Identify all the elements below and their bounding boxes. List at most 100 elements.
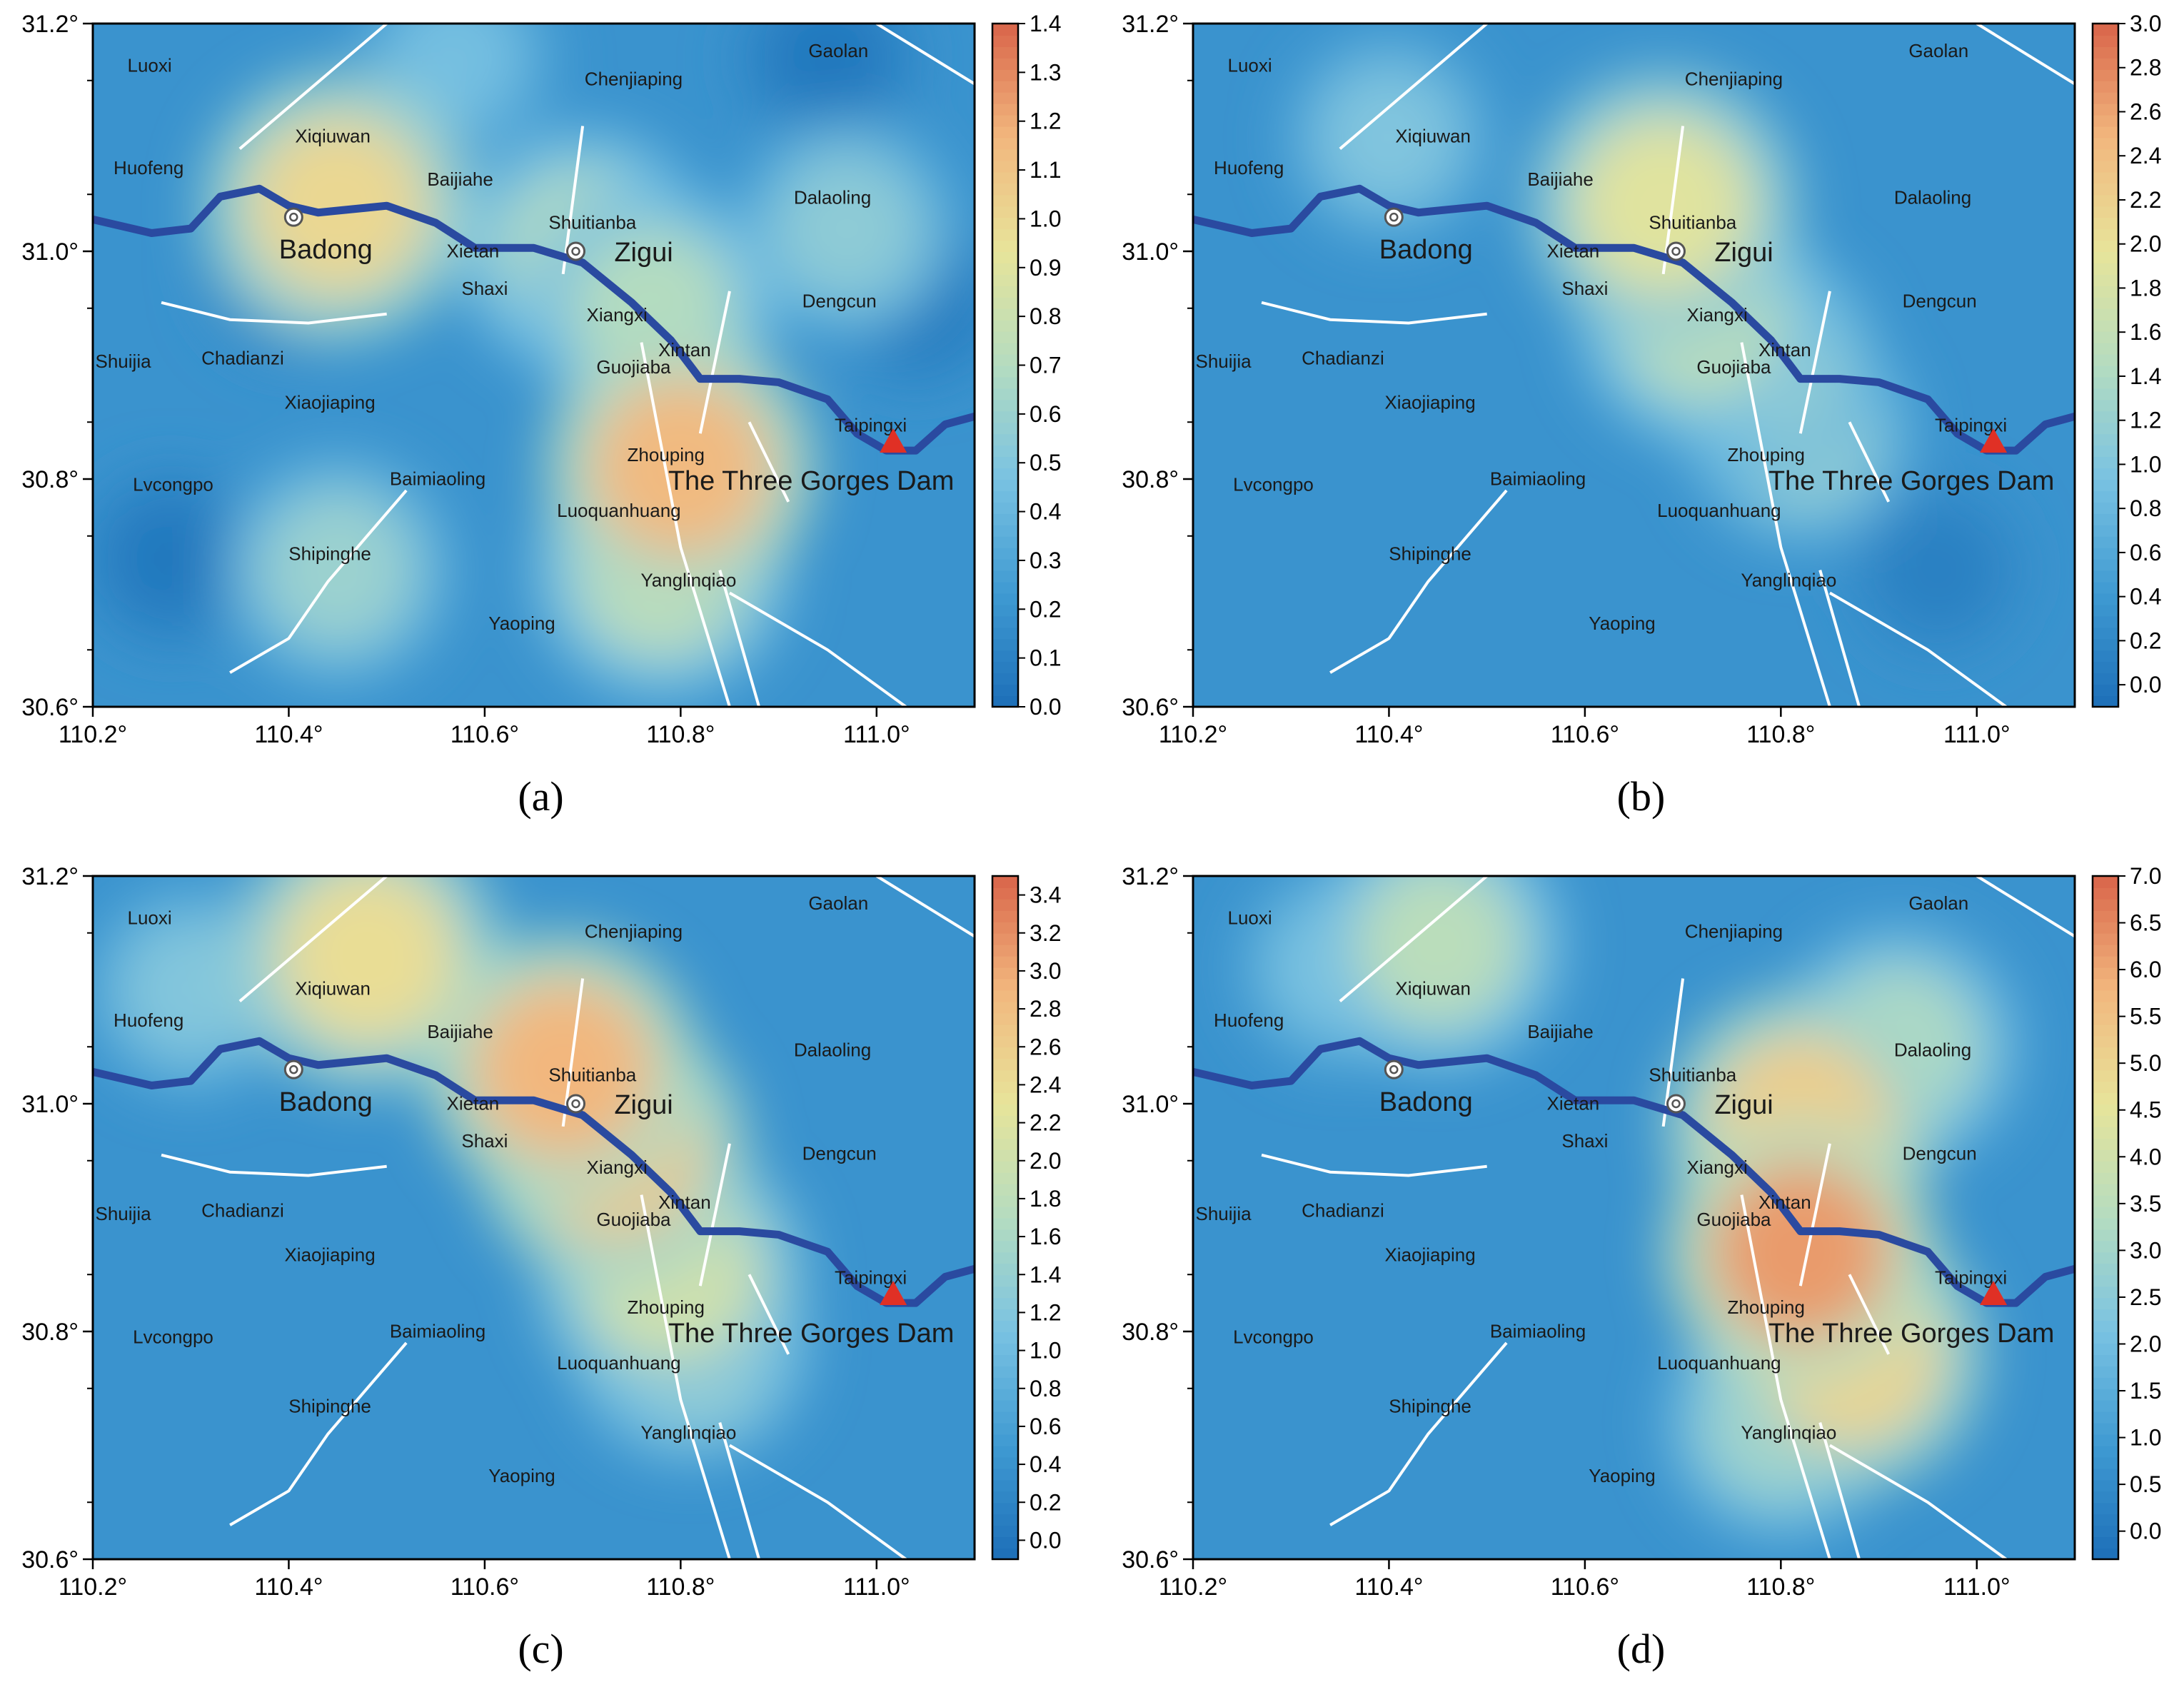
- fault-line: [561, 126, 585, 275]
- colorbar-tick-label: 0.0: [1030, 694, 1061, 720]
- colorbar-segment: [2093, 1172, 2118, 1184]
- colorbar-segment: [992, 1092, 1018, 1104]
- colorbar-segment: [992, 570, 1018, 583]
- colorbar-tick-label: 2.6: [2130, 99, 2161, 124]
- colorbar-segment: [992, 1320, 1018, 1332]
- colorbar-tick-label: 2.8: [2130, 55, 2161, 81]
- fault-line: [1818, 1422, 1861, 1559]
- heatmap-field: [1193, 876, 2075, 1559]
- colorbar-segment: [992, 1399, 1018, 1412]
- colorbar-segment: [992, 217, 1018, 230]
- colorbar-segment: [2093, 627, 2118, 640]
- town-marker-icon: [566, 241, 586, 261]
- colorbar-segment: [992, 638, 1018, 651]
- colorbar-segment: [2093, 581, 2118, 594]
- colorbar-tick-label: 1.1: [1030, 157, 1061, 183]
- colorbar-tick-label: 1.6: [1030, 1224, 1061, 1249]
- place-label: Luoquanhuang: [1657, 500, 1781, 521]
- colorbar-segment: [992, 558, 1018, 571]
- colorbar-segment: [2093, 1024, 2118, 1037]
- colorbar-tick-label: 0.5: [1030, 450, 1061, 475]
- colorbar-segment: [992, 1376, 1018, 1389]
- colorbar-segment: [992, 547, 1018, 560]
- colorbar-segment: [2093, 69, 2118, 81]
- colorbar-segment: [2093, 1081, 2118, 1094]
- colorbar-segment: [2093, 251, 2118, 263]
- place-label: Lvcongpo: [133, 1326, 213, 1347]
- colorbar-segment: [2093, 1502, 2118, 1515]
- colorbar-tick-label: 1.4: [2130, 363, 2161, 389]
- colorbar-segment: [2093, 160, 2118, 173]
- y-tick-label: 30.8°: [21, 466, 79, 493]
- place-label: Shaxi: [1561, 278, 1608, 299]
- colorbar-segment: [2093, 593, 2118, 605]
- fault-lines: [161, 876, 975, 1559]
- colorbar-segment: [992, 1001, 1018, 1014]
- colorbar-tick-label: 2.2: [1030, 1110, 1061, 1136]
- x-tick-label: 110.6°: [1551, 721, 1619, 748]
- place-label: Shuitianba: [1649, 1064, 1736, 1086]
- y-tick-label: 31.0°: [21, 1091, 79, 1118]
- fault-line: [1329, 489, 1508, 674]
- heatmap-hotspot: [775, 156, 920, 301]
- colorbar-segment: [2093, 1149, 2118, 1162]
- colorbar-segment: [2093, 932, 2118, 945]
- colorbar-segment: [2093, 273, 2118, 286]
- colorbar-tick-label: 3.0: [2130, 1237, 2161, 1263]
- colorbar-tick-label: 1.8: [2130, 275, 2161, 301]
- y-tick-label: 31.2°: [21, 863, 79, 890]
- place-label: Xiqiuwan: [1395, 977, 1471, 999]
- place-label: Shipinghe: [1389, 1396, 1471, 1417]
- place-label: Yanglinqiao: [640, 1421, 736, 1443]
- colorbar-segment: [2093, 1137, 2118, 1150]
- colorbar-tick-label: 7.0: [2130, 863, 2161, 889]
- colorbar-segment: [2093, 399, 2118, 412]
- place-label: Xintan: [1758, 339, 1811, 361]
- map-panel-a: Luoxi Gaolan Chenjiaping Xiqiuwan Huofeng Bai…: [21, 11, 1061, 820]
- colorbar-segment: [992, 673, 1018, 685]
- colorbar-segment: [992, 114, 1018, 127]
- colorbar-segment: [992, 513, 1018, 525]
- colorbar-tick-label: 0.9: [1030, 255, 1061, 281]
- colorbar-tick-label: 1.0: [2130, 451, 2161, 477]
- colorbar-segment: [2093, 479, 2118, 491]
- place-label: Yanglinqiao: [1741, 569, 1836, 590]
- place-label: Chenjiaping: [1685, 921, 1783, 942]
- colorbar-tick-label: 0.2: [1030, 1489, 1061, 1515]
- colorbar-tick-label: 1.0: [1030, 1338, 1061, 1364]
- colorbar-segment: [992, 456, 1018, 469]
- colorbar-segment: [2093, 501, 2118, 514]
- fault-line: [748, 421, 790, 503]
- colorbar-segment: [2093, 604, 2118, 617]
- colorbar-segment: [2093, 1297, 2118, 1310]
- fault-line: [1740, 1194, 1831, 1559]
- heatmap-hotspot: [768, 24, 887, 117]
- town-marker-icon: [283, 207, 303, 227]
- colorbar-segment: [2093, 319, 2118, 332]
- colorbar-segment: [992, 967, 1018, 980]
- colorbar-segment: [992, 365, 1018, 378]
- colorbar-segment: [2093, 1309, 2118, 1321]
- colorbar-segment: [992, 501, 1018, 514]
- colorbar-segment: [992, 1468, 1018, 1481]
- town-marker-icon-inner: [571, 1099, 580, 1109]
- colorbar-segment: [992, 1274, 1018, 1287]
- colorbar-segment: [992, 34, 1018, 47]
- fault-lines: [1261, 876, 2075, 1559]
- town-marker-icon: [566, 1094, 586, 1114]
- dam-triangle-icon: [1980, 1280, 2008, 1305]
- place-label: Dalaoling: [1894, 187, 1971, 208]
- place-label: Xiangxi: [1686, 1157, 1747, 1178]
- colorbar-segment: [2093, 990, 2118, 1002]
- colorbar-tick-label: 0.0: [2130, 672, 2161, 698]
- colorbar-segment: [2093, 570, 2118, 583]
- fault-line: [748, 1274, 790, 1355]
- colorbar-tick-label: 6.0: [2130, 957, 2161, 982]
- town-marker-icon-inner: [1671, 246, 1681, 256]
- colorbar-segment: [2093, 1456, 2118, 1469]
- colorbar-segment: [992, 593, 1018, 605]
- colorbar-segment: [992, 206, 1018, 218]
- colorbar-segment: [2093, 1252, 2118, 1264]
- yangtze-river: [1193, 184, 2075, 455]
- colorbar-segment: [992, 1342, 1018, 1355]
